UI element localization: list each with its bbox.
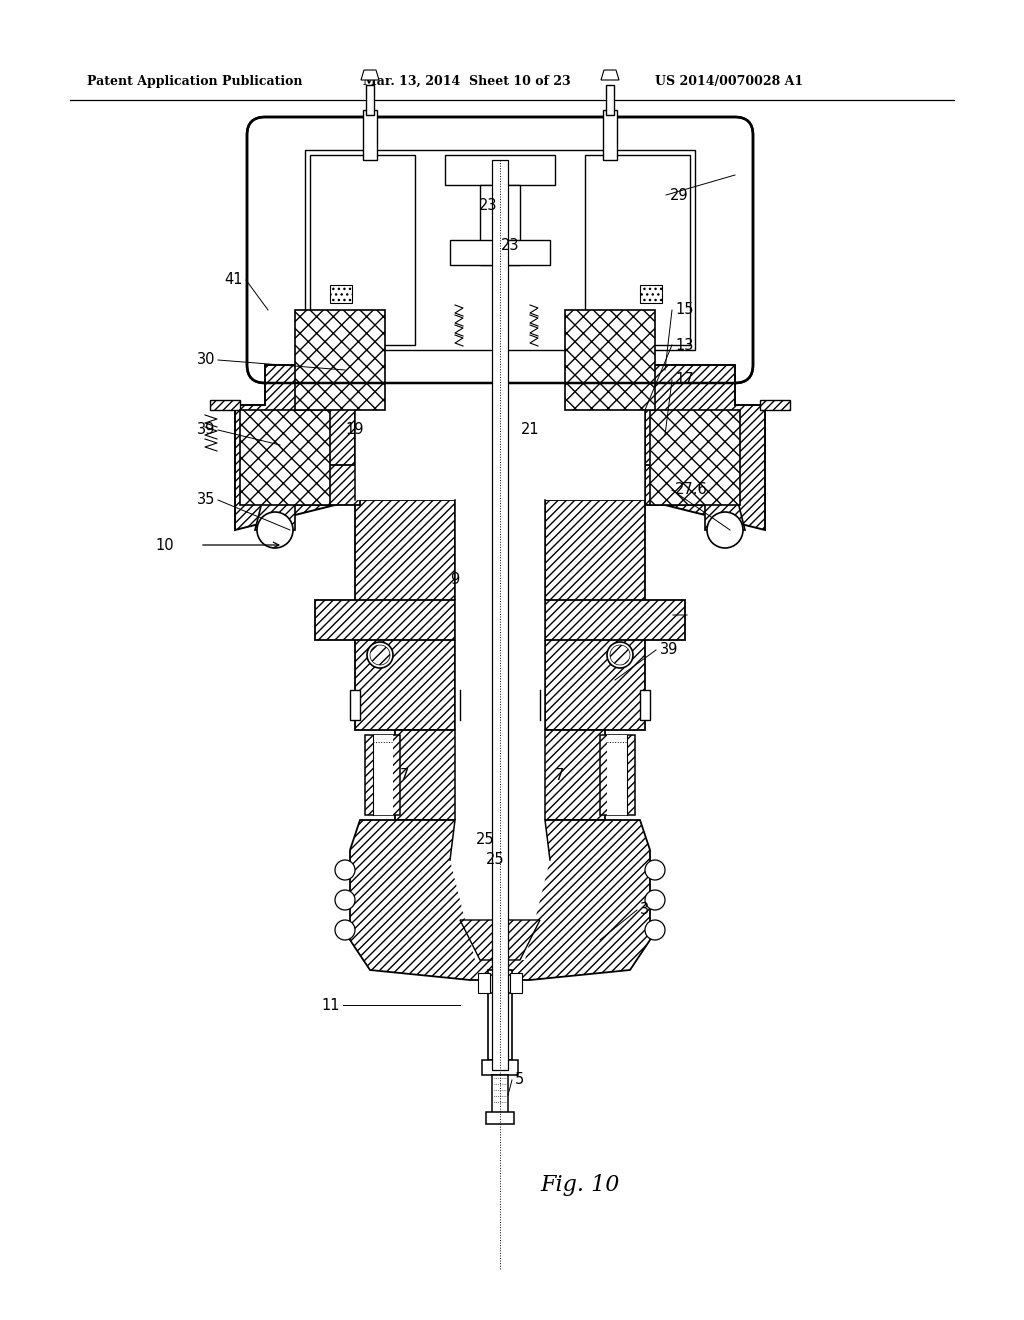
Circle shape (645, 920, 665, 940)
Circle shape (335, 861, 355, 880)
Text: US 2014/0070028 A1: US 2014/0070028 A1 (655, 75, 803, 88)
Bar (450, 240, 550, 265)
Bar (492, 160, 508, 1071)
Bar (295, 465, 360, 506)
Bar (366, 84, 374, 115)
Polygon shape (350, 820, 650, 979)
Bar (350, 690, 360, 719)
Polygon shape (350, 500, 355, 730)
Bar (492, 1074, 508, 1119)
Bar (565, 310, 655, 411)
Circle shape (367, 642, 393, 668)
Polygon shape (760, 400, 790, 411)
Polygon shape (310, 154, 415, 345)
Bar (650, 411, 740, 506)
Circle shape (335, 920, 355, 940)
Bar (355, 366, 645, 500)
Bar (355, 500, 455, 730)
Text: 21: 21 (520, 422, 540, 437)
Text: 25: 25 (476, 833, 495, 847)
Polygon shape (601, 70, 618, 81)
Text: 7: 7 (400, 767, 410, 783)
Polygon shape (450, 820, 550, 960)
Polygon shape (495, 940, 505, 952)
Polygon shape (585, 154, 690, 345)
Polygon shape (210, 400, 240, 411)
Bar (240, 411, 330, 506)
Text: 35: 35 (197, 492, 215, 507)
FancyBboxPatch shape (251, 121, 749, 379)
FancyBboxPatch shape (247, 117, 753, 383)
Circle shape (335, 890, 355, 909)
Polygon shape (510, 973, 522, 993)
Bar (607, 735, 627, 814)
Bar (455, 601, 545, 640)
Text: Mar. 13, 2014  Sheet 10 of 23: Mar. 13, 2014 Sheet 10 of 23 (362, 75, 570, 88)
Polygon shape (645, 366, 765, 531)
Bar (488, 970, 512, 1060)
Bar (603, 110, 617, 160)
Bar (640, 690, 650, 719)
Bar (315, 601, 685, 640)
Text: 10: 10 (155, 537, 174, 553)
Bar (455, 500, 545, 730)
Bar (305, 150, 695, 350)
Text: 3: 3 (640, 903, 649, 917)
Text: 41: 41 (224, 272, 243, 288)
Text: 13: 13 (675, 338, 693, 352)
Text: 23: 23 (501, 238, 519, 252)
Bar (395, 730, 605, 820)
Bar (445, 154, 555, 185)
Bar (486, 1111, 514, 1125)
Polygon shape (234, 366, 355, 531)
Text: 39: 39 (660, 643, 678, 657)
Bar (480, 975, 520, 993)
Bar (482, 1060, 518, 1074)
Bar (295, 310, 385, 411)
Circle shape (645, 861, 665, 880)
Polygon shape (361, 70, 379, 81)
Bar (606, 84, 614, 115)
Polygon shape (460, 920, 540, 960)
Text: 27.6: 27.6 (675, 483, 708, 498)
Text: 7: 7 (555, 767, 564, 783)
Text: 9: 9 (450, 573, 459, 587)
Polygon shape (255, 465, 295, 531)
Bar (455, 730, 545, 820)
Text: 23: 23 (479, 198, 498, 213)
Bar (270, 140, 730, 360)
Text: 30: 30 (197, 352, 215, 367)
Text: 5: 5 (515, 1072, 524, 1088)
Circle shape (707, 512, 743, 548)
Text: 39: 39 (197, 422, 215, 437)
Bar (600, 735, 635, 814)
Bar (373, 735, 393, 814)
Circle shape (645, 890, 665, 909)
Text: 17: 17 (675, 372, 693, 388)
Text: 29: 29 (670, 187, 688, 202)
Bar (545, 500, 645, 730)
Polygon shape (478, 973, 490, 993)
Text: Patent Application Publication: Patent Application Publication (87, 75, 302, 88)
Bar (362, 110, 377, 160)
Text: 25: 25 (485, 853, 504, 867)
Text: 11: 11 (322, 998, 340, 1012)
Text: 15: 15 (675, 302, 693, 318)
Text: Fig. 10: Fig. 10 (541, 1173, 620, 1196)
Circle shape (607, 642, 633, 668)
Bar (365, 735, 400, 814)
Circle shape (257, 512, 293, 548)
Bar (330, 285, 352, 304)
Text: 19: 19 (346, 422, 365, 437)
Bar (640, 285, 662, 304)
Polygon shape (705, 465, 745, 531)
Bar (480, 185, 520, 265)
Bar (645, 465, 710, 506)
